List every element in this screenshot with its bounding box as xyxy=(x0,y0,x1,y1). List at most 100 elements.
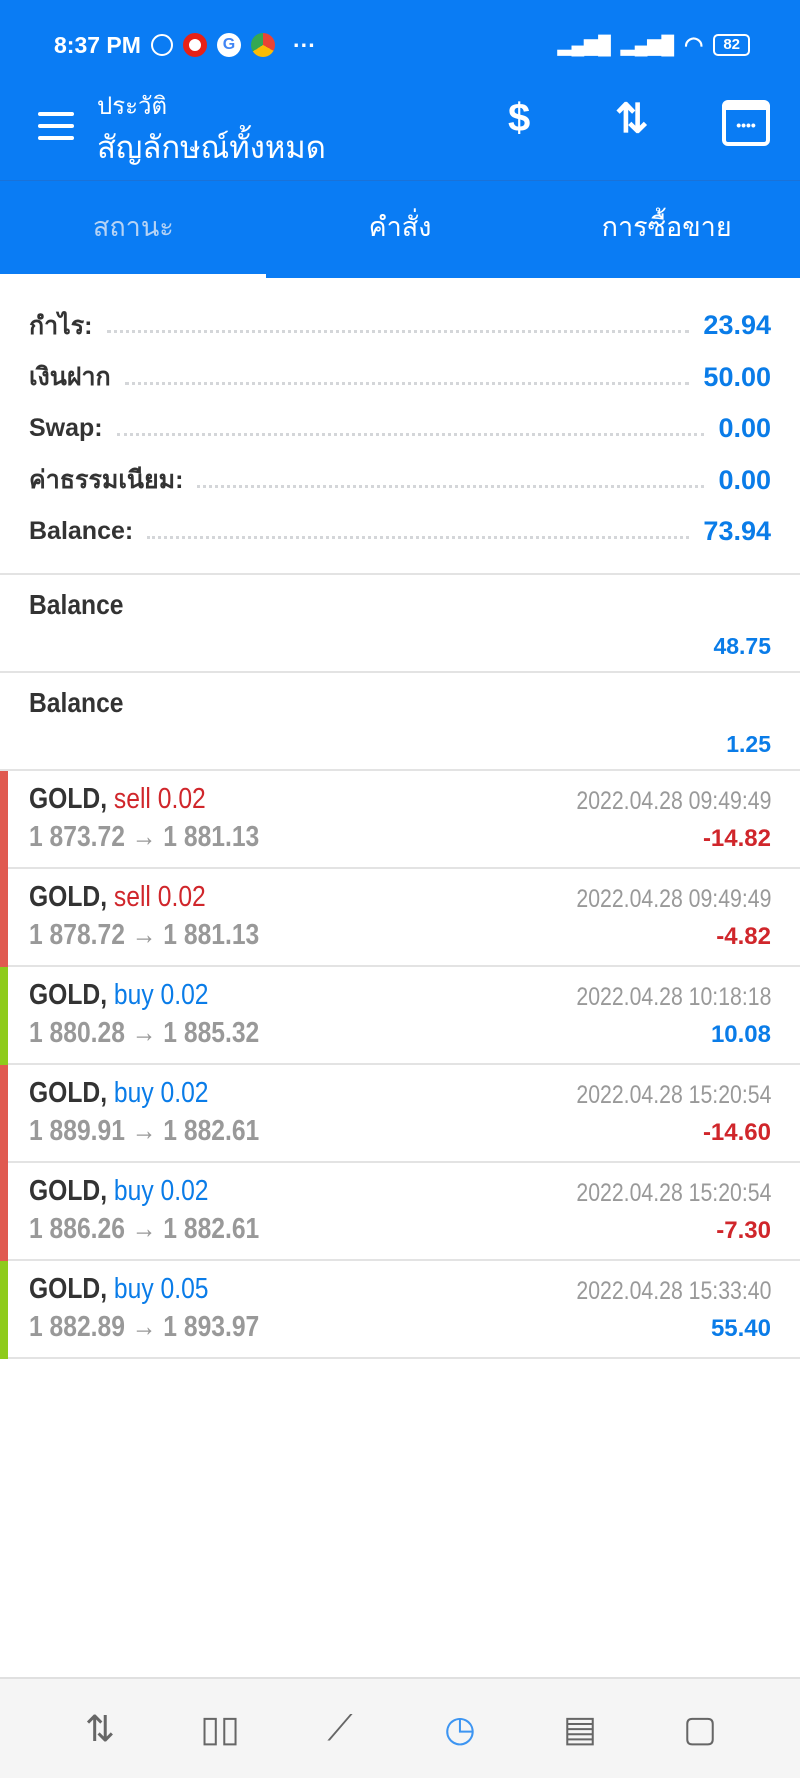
label: เงินฝาก xyxy=(29,363,111,392)
trade-symbol: GOLD, xyxy=(29,1175,108,1207)
tab-bar: สถานะ คำสั่ง การซื้อขาย xyxy=(0,180,800,278)
trade-row[interactable]: GOLD, buy 0.02 1 880.28 → 1 885.32 2022.… xyxy=(0,967,800,1065)
trade-title: GOLD, sell 0.02 xyxy=(29,783,206,816)
menu-icon[interactable] xyxy=(38,112,74,142)
trade-time: 2022.04.28 09:49:49 xyxy=(576,885,771,913)
trade-profit: -14.60 xyxy=(702,1119,771,1146)
label: Balance: xyxy=(29,517,134,546)
balance-row[interactable]: Balance 48.75 xyxy=(0,575,800,673)
trade-symbol: GOLD, xyxy=(29,783,108,815)
value: 73.94 xyxy=(703,516,771,547)
clock: 8:37 PM xyxy=(54,31,141,58)
trade-profit: 10.08 xyxy=(710,1021,771,1048)
trade-symbol: GOLD, xyxy=(29,1077,108,1109)
summary-deposit: เงินฝาก 50.00 xyxy=(29,352,771,404)
trade-time: 2022.04.28 15:20:54 xyxy=(576,1179,771,1207)
trade-symbol: GOLD, xyxy=(29,881,108,913)
trade-side: sell 0.02 xyxy=(113,783,206,815)
trade-title: GOLD, sell 0.02 xyxy=(29,881,206,914)
tab-status[interactable]: สถานะ xyxy=(92,212,174,242)
wifi-icon: ◠ xyxy=(684,32,704,57)
chart-icon[interactable]: ▯▯ xyxy=(200,1707,240,1749)
summary-profit: กำไร: 23.94 xyxy=(29,300,771,352)
trade-result-bar xyxy=(0,1065,8,1163)
trade-title: GOLD, buy 0.05 xyxy=(29,1273,208,1306)
chrome-icon xyxy=(250,33,275,57)
calendar-icon[interactable]: •••• xyxy=(722,100,770,146)
trade-time: 2022.04.28 15:33:40 xyxy=(576,1277,771,1305)
trade-symbol: GOLD, xyxy=(29,979,108,1011)
status-bar: 8:37 PM G ··· ▂▄▆█ ▂▄▆█ ◠ 82 xyxy=(54,28,750,62)
trade-time: 2022.04.28 15:20:54 xyxy=(576,1081,771,1109)
trade-result-bar xyxy=(0,1163,8,1261)
quotes-icon[interactable]: ⇅ xyxy=(84,1707,116,1749)
label: Balance xyxy=(29,687,124,718)
trade-result-bar xyxy=(0,967,8,1065)
label: ค่าธรรมเนียม: xyxy=(29,466,184,495)
tab-orders[interactable]: คำสั่ง xyxy=(368,212,432,242)
google-icon: G xyxy=(216,33,241,57)
trade-time: 2022.04.28 10:18:18 xyxy=(576,983,771,1011)
trade-row[interactable]: GOLD, buy 0.02 1 886.26 → 1 882.61 2022.… xyxy=(0,1163,800,1261)
balance-row[interactable]: Balance 1.25 xyxy=(0,673,800,771)
more-notifications: ··· xyxy=(292,31,316,58)
trade-title: GOLD, buy 0.02 xyxy=(29,979,208,1012)
trade-prices: 1 886.26 → 1 882.61 xyxy=(29,1213,260,1245)
active-tab-indicator xyxy=(0,274,266,278)
summary-commission: ค่าธรรมเนียม: 0.00 xyxy=(29,455,771,507)
value: 48.75 xyxy=(713,633,771,659)
divider xyxy=(0,769,800,771)
trade-profit: -14.82 xyxy=(702,825,771,852)
divider xyxy=(0,671,800,673)
signal-icon: ▂▄▆█ xyxy=(557,34,611,55)
trade-prices: 1 889.91 → 1 882.61 xyxy=(29,1115,260,1147)
app-header: 8:37 PM G ··· ▂▄▆█ ▂▄▆█ ◠ 82 ประวัติ สัญ… xyxy=(0,0,800,278)
youtube-icon xyxy=(182,33,207,57)
trade-prices: 1 880.28 → 1 885.32 xyxy=(29,1017,260,1049)
label: กำไร: xyxy=(29,311,93,340)
trade-side: sell 0.02 xyxy=(113,881,206,913)
trade-result-bar xyxy=(0,771,8,869)
trade-profit: -4.82 xyxy=(716,923,771,950)
currency-exchange-icon[interactable]: $ xyxy=(508,96,531,140)
bottom-nav: ⇅ ▯▯ ⟋ ◷ ▤ ▢ xyxy=(0,1677,800,1778)
label: Balance xyxy=(29,589,124,620)
label: Swap: xyxy=(29,414,103,443)
value: 50.00 xyxy=(703,361,771,392)
trade-profit: -7.30 xyxy=(716,1217,771,1244)
trade-row[interactable]: GOLD, buy 0.05 1 882.89 → 1 893.97 2022.… xyxy=(0,1261,800,1359)
tab-deals[interactable]: การซื้อขาย xyxy=(601,212,732,242)
trade-profit: 55.40 xyxy=(710,1315,771,1342)
trade-side: buy 0.02 xyxy=(113,979,209,1011)
trade-row[interactable]: GOLD, sell 0.02 1 873.72 → 1 881.13 2022… xyxy=(0,771,800,869)
trade-result-bar xyxy=(0,869,8,967)
sort-icon[interactable]: ⇅ xyxy=(615,97,649,141)
trade-icon[interactable]: ⟋ xyxy=(327,1707,353,1748)
trade-symbol: GOLD, xyxy=(29,1273,108,1305)
summary-swap: Swap: 0.00 xyxy=(29,403,771,455)
history-icon[interactable]: ◷ xyxy=(444,1707,476,1749)
signal-icon-2: ▂▄▆█ xyxy=(620,34,675,55)
trade-row[interactable]: GOLD, sell 0.02 1 878.72 → 1 881.13 2022… xyxy=(0,869,800,967)
trade-result-bar xyxy=(0,1261,8,1359)
trade-prices: 1 882.89 → 1 893.97 xyxy=(29,1311,260,1343)
value: 1.25 xyxy=(726,731,771,757)
trade-time: 2022.04.28 09:49:49 xyxy=(576,787,771,815)
divider xyxy=(0,573,800,575)
trade-side: buy 0.05 xyxy=(113,1273,209,1305)
trade-row[interactable]: GOLD, buy 0.02 1 889.91 → 1 882.61 2022.… xyxy=(0,1065,800,1163)
news-icon[interactable]: ▤ xyxy=(562,1707,597,1749)
page-subtitle: ประวัติ xyxy=(97,93,168,120)
summary-balance: Balance: 73.94 xyxy=(29,506,771,558)
alarm-icon xyxy=(150,34,173,56)
chat-icon[interactable]: ▢ xyxy=(682,1707,717,1749)
trade-prices: 1 873.72 → 1 881.13 xyxy=(29,821,260,853)
trade-title: GOLD, buy 0.02 xyxy=(29,1077,208,1110)
value: 0.00 xyxy=(718,464,771,495)
page-title[interactable]: สัญลักษณ์ทั้งหมด xyxy=(97,130,326,165)
value: 0.00 xyxy=(718,413,771,444)
trade-prices: 1 878.72 → 1 881.13 xyxy=(29,919,260,951)
summary: กำไร: 23.94 เงินฝาก 50.00 Swap: 0.00 ค่าธรร… xyxy=(29,300,771,558)
battery-icon: 82 xyxy=(713,34,750,56)
value: 23.94 xyxy=(703,310,771,341)
